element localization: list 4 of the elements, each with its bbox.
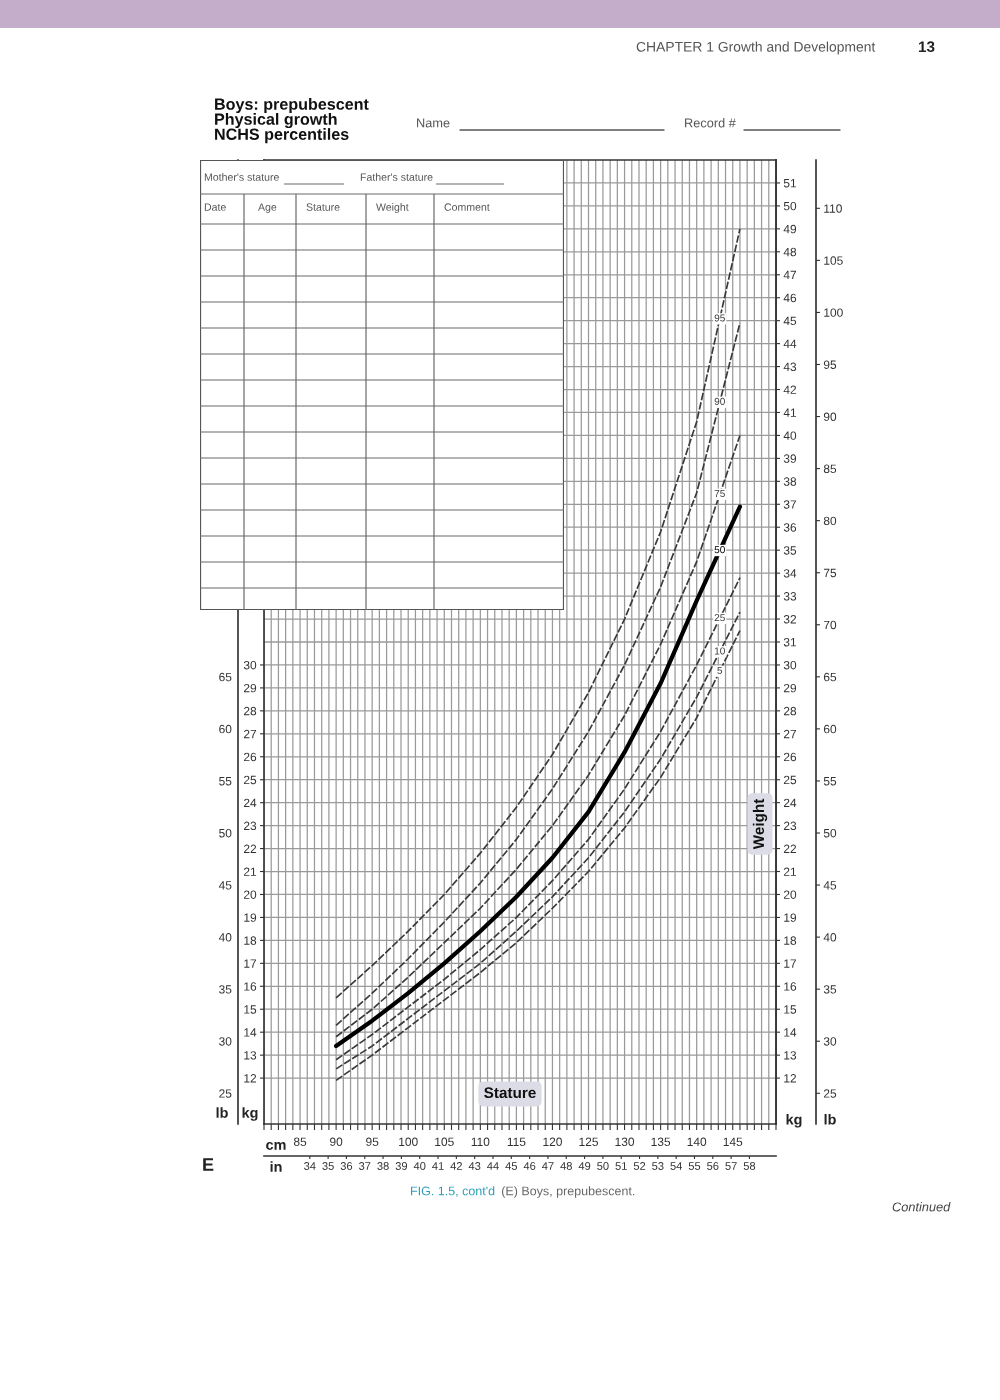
text: E (203, 1158, 214, 1171)
chart-title: Boys: prepubescent Physical growth NCHS percentiles (215, 98, 369, 144)
line-series (335, 322, 741, 1027)
line-series (335, 228, 741, 999)
